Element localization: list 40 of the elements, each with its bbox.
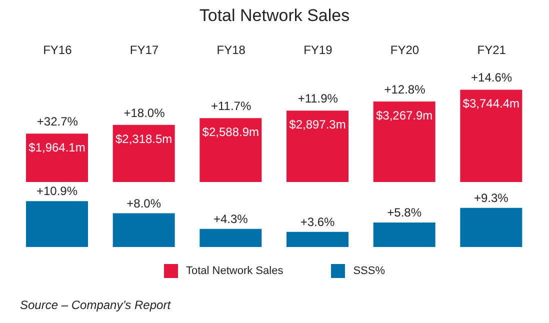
bar bbox=[286, 110, 348, 182]
data-label: +9.3% bbox=[474, 190, 509, 205]
annotation: +11.7% bbox=[211, 99, 252, 114]
annotation: +11.9% bbox=[298, 92, 338, 106]
bar bbox=[460, 208, 522, 247]
data-label: $3,267.9m bbox=[376, 108, 433, 122]
bar bbox=[112, 124, 175, 182]
legend-label: SSS% bbox=[353, 265, 385, 277]
data-label: $3,744.4m bbox=[462, 96, 520, 111]
data-label: $1,964.1m bbox=[28, 140, 86, 155]
data-label: +3.6% bbox=[300, 214, 336, 229]
data-label: +10.9% bbox=[36, 184, 78, 198]
data-label: +8.0% bbox=[126, 196, 162, 210]
legend-label: Total Network Sales bbox=[186, 265, 284, 277]
bar bbox=[112, 213, 175, 247]
bar bbox=[460, 90, 522, 182]
annotation: +32.7% bbox=[36, 114, 78, 129]
x-tick-label: FY19 bbox=[304, 43, 333, 57]
bar bbox=[373, 222, 436, 247]
x-tick-label: FY21 bbox=[477, 43, 506, 57]
x-tick-label: FY18 bbox=[216, 43, 246, 57]
annotation: +12.8% bbox=[384, 82, 426, 96]
bar bbox=[200, 118, 262, 182]
bar bbox=[26, 134, 88, 182]
data-label: +4.3% bbox=[213, 212, 248, 226]
x-tick-label: FY16 bbox=[43, 43, 72, 57]
chart-title: Total Network Sales bbox=[198, 6, 351, 26]
bar bbox=[286, 232, 348, 247]
data-label: $2,897.3m bbox=[289, 118, 346, 132]
annotation: +18.0% bbox=[124, 106, 166, 120]
data-label: $2,318.5m bbox=[115, 132, 172, 146]
x-tick-label: FY17 bbox=[130, 43, 159, 57]
data-label: $2,588.9m bbox=[202, 125, 260, 140]
source-note: Source – Company’s Report bbox=[20, 298, 171, 312]
bar bbox=[373, 101, 436, 182]
bar bbox=[26, 201, 88, 247]
bar bbox=[200, 228, 262, 247]
data-label: +5.8% bbox=[387, 206, 422, 220]
annotation: +14.6% bbox=[471, 70, 512, 85]
x-tick-label: FY20 bbox=[390, 43, 420, 57]
